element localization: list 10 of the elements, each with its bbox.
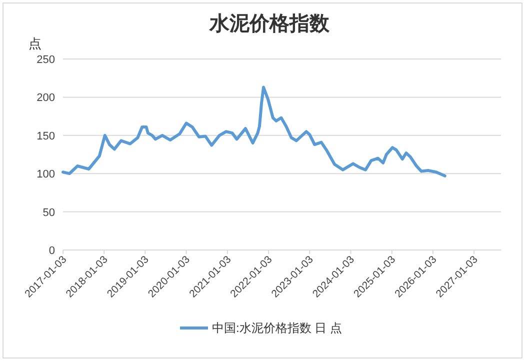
y-tick-label: 100 — [36, 168, 55, 181]
y-tick-label: 50 — [42, 206, 55, 219]
y-tick-label: 200 — [36, 92, 55, 104]
y-axis-title: 点 — [28, 36, 42, 51]
y-tick-label: 0 — [48, 245, 55, 257]
y-tick-label: 250 — [36, 54, 55, 66]
y-tick-label: 150 — [36, 130, 55, 142]
legend-label: 中国:水泥价格指数 日 点 — [212, 321, 342, 335]
chart-title: 水泥价格指数 — [208, 13, 330, 35]
line-series — [62, 86, 446, 178]
